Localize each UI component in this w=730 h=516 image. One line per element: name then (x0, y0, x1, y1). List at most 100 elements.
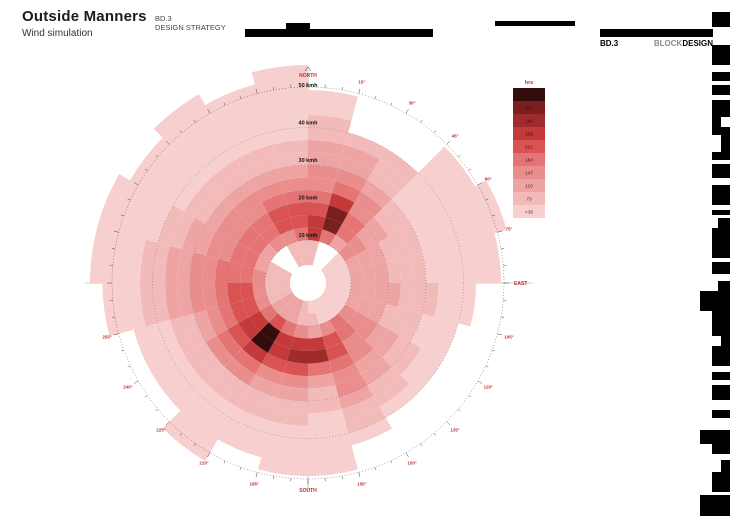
rose-cell (354, 348, 383, 375)
header-bar (495, 21, 575, 26)
rose-cell (277, 283, 291, 291)
rose-cell (171, 410, 218, 451)
rose-cell (345, 255, 362, 272)
tick-mark (390, 460, 393, 464)
barcode-block (712, 228, 730, 258)
rose-cell (233, 191, 262, 218)
rose-cell (446, 242, 464, 283)
tick-mark (120, 349, 124, 352)
rose-cell (323, 287, 338, 299)
rose-cell (274, 217, 294, 235)
rose-cell (242, 202, 268, 227)
tick-mark (155, 408, 159, 412)
rose-cell (270, 298, 287, 314)
tick-mark (179, 432, 183, 436)
rose-cell (312, 298, 324, 313)
rose-cell (184, 181, 216, 218)
rose-cell (325, 205, 349, 225)
rose-cell (446, 283, 464, 324)
rose-cell (224, 120, 268, 149)
barcode-block (712, 85, 730, 95)
rose-cell (274, 396, 308, 414)
rose-cell (230, 242, 250, 266)
rose-cell (261, 102, 308, 121)
rose-cell (308, 165, 339, 182)
rose-cell (280, 177, 308, 194)
rose-cell (217, 428, 265, 458)
rose-cell (227, 283, 243, 304)
barcode-block (712, 100, 730, 117)
rose-cell (399, 224, 422, 256)
tick-mark (239, 95, 242, 99)
rose-cell (173, 173, 207, 212)
tick-mark (239, 467, 242, 471)
rose-cell (308, 360, 333, 376)
rose-cell (373, 375, 410, 407)
rose-cell (308, 115, 352, 133)
rose-cell (329, 252, 346, 268)
tick-mark (485, 198, 489, 201)
rose-cell (115, 233, 134, 283)
rose-cell (240, 265, 255, 283)
rose-cell (364, 217, 389, 243)
rose-cell (347, 234, 367, 256)
rose-cell (265, 283, 279, 295)
rose-cell (283, 360, 308, 376)
rose-cell (421, 283, 439, 317)
rose-cell (202, 255, 219, 283)
legend-value: 147 (525, 171, 533, 177)
rose-cell (421, 211, 447, 250)
rose-cell (287, 202, 308, 218)
tick-mark (165, 421, 170, 426)
rose-cell (261, 193, 288, 214)
barcode-block (712, 385, 730, 400)
legend-swatch (513, 140, 545, 153)
rose-cell (215, 169, 249, 200)
rose-cell (458, 283, 477, 327)
rose-cell (236, 144, 275, 170)
rose-cell (325, 341, 349, 361)
rose-cell (152, 242, 170, 283)
chart-label: SOUTH (299, 488, 317, 494)
rose-cell (205, 84, 259, 116)
rose-cell (322, 331, 342, 349)
tick-mark (113, 230, 119, 233)
rose-cell (308, 215, 326, 230)
rose-cell (130, 137, 172, 187)
rose-cell (345, 294, 362, 311)
rose-cell (300, 252, 308, 266)
rose-cell (356, 317, 378, 340)
tag-code: BD.3 (155, 14, 172, 23)
rose-cell (218, 303, 239, 330)
tick-mark (255, 472, 258, 478)
rose-cell (109, 180, 141, 234)
rose-cell (319, 229, 336, 246)
rose-cell (361, 283, 376, 301)
rose-cell (300, 300, 308, 314)
rose-cell (181, 313, 206, 349)
chart-label: 120° (483, 385, 493, 390)
rose-cell (308, 127, 349, 145)
rose-cell (133, 326, 163, 374)
rose-cell (278, 267, 293, 279)
barcode-block (700, 430, 730, 444)
rose-cell (169, 316, 195, 355)
speed-ring (189, 164, 427, 402)
rose-cell (367, 366, 401, 397)
rose-cell (218, 236, 239, 263)
rose-cell (270, 409, 308, 426)
rose-cell (361, 265, 376, 283)
rose-cell (270, 140, 308, 157)
rose-cell (400, 348, 432, 385)
rose-cell (364, 323, 389, 349)
rose-cell (194, 190, 225, 224)
tick-mark (358, 472, 361, 478)
chart-label: 105° (504, 334, 514, 339)
rose-cell (264, 433, 308, 451)
rose-cell (308, 140, 346, 157)
rose-cell (162, 360, 199, 402)
rose-cell (287, 348, 308, 364)
rose-cell (165, 283, 182, 321)
rose-cell (238, 226, 260, 249)
rose-cell (342, 213, 365, 235)
